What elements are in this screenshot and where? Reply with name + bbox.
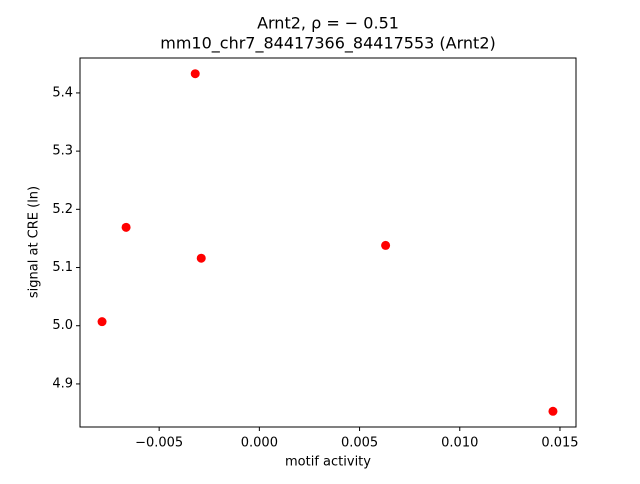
chart-subtitle: mm10_chr7_84417366_84417553 (Arnt2) — [160, 34, 496, 54]
x-tick-label: −0.005 — [135, 436, 183, 451]
point — [97, 317, 107, 327]
point — [190, 69, 200, 79]
plot-frame — [79, 57, 577, 428]
x-tick-label: 0.015 — [541, 436, 578, 451]
x-axis-label: motif activity — [285, 455, 371, 470]
x-tick-label: 0.010 — [441, 436, 478, 451]
y-tick-label: 5.3 — [52, 144, 73, 159]
y-tick-label: 5.1 — [52, 260, 73, 275]
point — [196, 253, 206, 263]
point — [548, 406, 558, 416]
x-tick-label: 0.005 — [341, 436, 378, 451]
y-tick-label: 4.9 — [52, 376, 73, 391]
y-tick-label: 5.2 — [52, 202, 73, 217]
chart-title: Arnt2, ρ = − 0.51 — [257, 14, 399, 33]
point — [121, 222, 131, 232]
x-tick-label: 0.000 — [241, 436, 278, 451]
y-tick-label: 5.4 — [52, 85, 73, 100]
point — [381, 240, 391, 250]
y-axis-label: signal at CRE (ln) — [27, 186, 42, 298]
y-tick-label: 5.0 — [52, 318, 73, 333]
